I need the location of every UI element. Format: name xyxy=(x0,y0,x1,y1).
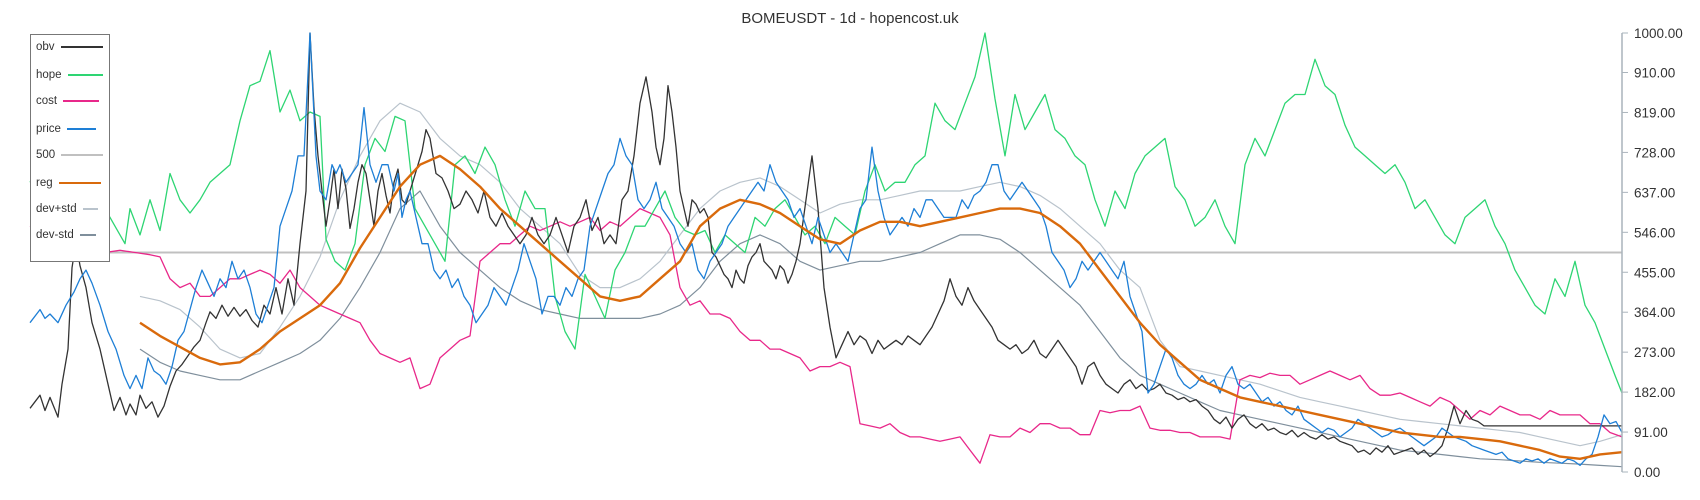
y-tick-label: 728.00 xyxy=(1634,145,1675,160)
legend-item-dev-std: dev+std xyxy=(36,201,99,217)
y-tick-label: 1000.00 xyxy=(1634,26,1683,41)
y-tick-label: 819.00 xyxy=(1634,105,1675,120)
legend-item-dev-std: dev-std xyxy=(36,227,96,243)
legend-swatch-icon xyxy=(60,46,103,48)
legend-swatch-icon xyxy=(61,154,104,156)
y-tick-label: 455.00 xyxy=(1634,265,1675,280)
y-tick-label: 637.00 xyxy=(1634,185,1675,200)
y-tick-label: 182.00 xyxy=(1634,385,1675,400)
legend-label: dev-std xyxy=(36,229,74,241)
legend-swatch-icon xyxy=(82,208,99,210)
y-tick-label: 364.00 xyxy=(1634,305,1675,320)
series-hope-line xyxy=(29,32,1623,394)
y-tick-label: 91.00 xyxy=(1634,425,1668,440)
legend-swatch-icon xyxy=(67,74,104,76)
y-tick-label: 910.00 xyxy=(1634,66,1675,81)
series-price-line xyxy=(29,32,1623,467)
series-dev-std-line xyxy=(139,102,1623,447)
series-layer xyxy=(29,32,1623,468)
legend-item-cost: cost xyxy=(36,93,99,109)
legend-swatch-icon xyxy=(63,100,99,102)
legend-label: 500 xyxy=(36,149,56,161)
y-tick-label: 273.00 xyxy=(1634,345,1675,360)
legend-label: dev+std xyxy=(36,203,77,215)
legend-item-500: 500 xyxy=(36,147,104,163)
y-axis: 1000.00 910.00 819.00 728.00 637.00 546.00 455… xyxy=(1622,26,1683,480)
legend-label: hope xyxy=(36,69,62,81)
legend: obv hope cost price 500 reg dev+std dev-std xyxy=(30,34,110,262)
y-tick-label: 546.00 xyxy=(1634,225,1675,240)
chart-title: BOMEUSDT - 1d - hopencost.uk xyxy=(741,10,959,27)
legend-item-reg: reg xyxy=(36,175,101,191)
series-cost-line xyxy=(29,207,1623,464)
legend-label: price xyxy=(36,123,61,135)
legend-swatch-icon xyxy=(66,128,96,130)
series-obv-line xyxy=(29,32,1622,458)
legend-item-hope: hope xyxy=(36,67,104,83)
legend-label: cost xyxy=(36,95,58,107)
legend-item-obv: obv xyxy=(36,39,103,55)
legend-swatch-icon xyxy=(79,234,96,236)
legend-label: obv xyxy=(36,41,55,53)
legend-item-price: price xyxy=(36,121,96,137)
legend-swatch-icon xyxy=(58,181,101,185)
series-reg-line xyxy=(139,154,1623,460)
legend-label: reg xyxy=(36,177,53,189)
series-dev-std-line xyxy=(139,190,1623,468)
y-tick-label: 0.00 xyxy=(1634,465,1660,480)
